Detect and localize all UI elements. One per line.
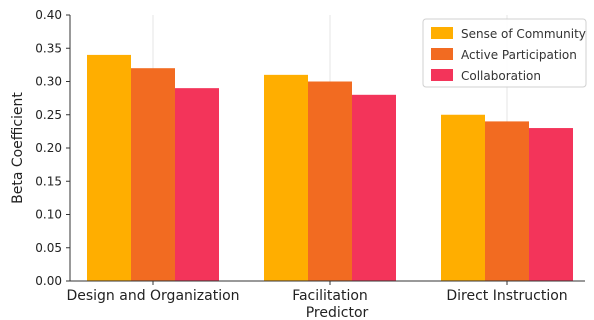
bar [175,88,219,282]
y-tick-label: 0.30 [35,75,62,89]
bars [87,54,573,282]
legend: Sense of Community Active Participation Co… [422,18,587,88]
y-tick-label: 0.20 [35,141,62,155]
y-tick-label: 0.10 [35,208,62,222]
x-axis-label: Predictor [306,305,369,320]
legend-label: Sense of Community [461,27,586,41]
y-tick-label: 0.40 [35,8,62,22]
bar [308,81,352,281]
bar [87,54,131,282]
legend-swatch [431,48,453,60]
y-tick-label: 0.25 [35,108,62,122]
y-tick-label: 0.15 [35,174,62,188]
y-tick-label: 0.05 [35,241,62,255]
y-tick-label: 0.00 [35,274,62,288]
y-tick-label: 0.35 [35,41,62,55]
bar [441,114,485,281]
bar [485,121,529,282]
bar [529,128,573,281]
x-tick-label: Design and Organization [66,288,239,304]
legend-swatch [431,27,453,39]
bar [352,94,396,281]
bar [264,74,308,281]
bar [131,68,175,281]
x-tick-label: Facilitation [292,288,368,304]
legend-swatch [431,69,453,81]
legend-label: Active Participation [461,48,577,62]
y-tick-labels: 0.00 0.05 0.10 0.15 0.20 0.25 0.30 0.35 0.40 [35,8,70,288]
x-tick-labels: Design and Organization Facilitation Direc… [66,281,568,304]
legend-label: Collaboration [461,69,541,83]
y-axis-label: Beta Coefficient [10,92,26,204]
legend-box [422,18,587,88]
x-tick-label: Direct Instruction [446,288,567,304]
